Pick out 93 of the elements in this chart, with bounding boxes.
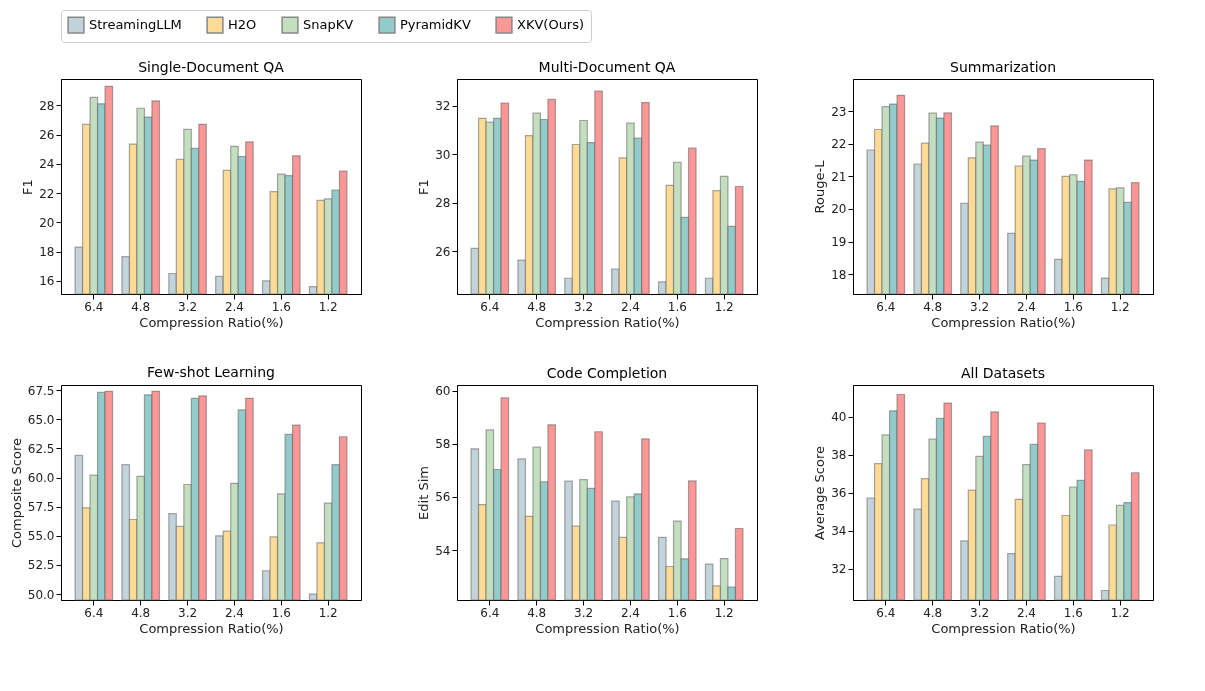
y-tick-label: 23	[831, 104, 847, 119]
y-axis-title: Edit Sim	[416, 466, 432, 520]
x-tick-label: 6.4	[480, 299, 500, 314]
x-tick-label: 1.2	[714, 605, 734, 620]
y-tick-label: 20	[39, 215, 55, 230]
chart-title: All Datasets	[961, 365, 1045, 381]
y-tick-label: 26	[39, 128, 55, 143]
legend-label: XKV(Ours)	[517, 17, 585, 33]
chart-title: Summarization	[949, 59, 1057, 75]
chart-title: Single-Document QA	[138, 59, 285, 75]
x-tick-label: 1.2	[318, 299, 338, 314]
y-tick-label: 16	[39, 274, 55, 289]
legend-label: StreamingLLM	[89, 17, 182, 33]
x-tick-label: 1.6	[667, 605, 687, 620]
y-tick-label: 18	[39, 245, 55, 260]
y-tick-label: 56	[435, 490, 451, 505]
x-tick-label: 4.8	[527, 605, 547, 620]
x-tick-label: 2.4	[620, 605, 640, 620]
y-tick-label: 65.0	[27, 412, 55, 427]
x-axis-title: Compression Ratio(%)	[139, 314, 284, 330]
x-tick-label: 6.4	[876, 605, 896, 620]
x-tick-label: 2.4	[620, 299, 640, 314]
x-tick-label: 3.2	[574, 299, 594, 314]
y-tick-label: 40	[831, 410, 847, 425]
x-tick-label: 1.6	[271, 605, 291, 620]
x-tick-label: 1.2	[1110, 605, 1130, 620]
x-axis-title: Compression Ratio(%)	[931, 314, 1076, 330]
y-axis-title: Rouge-L	[812, 159, 828, 214]
x-tick-label: 4.8	[131, 605, 151, 620]
y-tick-label: 55.0	[27, 529, 55, 544]
y-tick-label: 18	[831, 267, 847, 282]
x-tick-label: 2.4	[224, 605, 244, 620]
chart-title: Code Completion	[546, 364, 668, 381]
legend-label: PyramidKV	[400, 17, 471, 33]
x-axis-title: Compression Ratio(%)	[931, 620, 1076, 636]
x-tick-label: 3.2	[178, 605, 198, 620]
y-tick-label: 21	[831, 169, 847, 184]
x-tick-label: 1.6	[667, 299, 687, 314]
x-axis-title: Compression Ratio(%)	[535, 314, 680, 330]
y-tick-label: 62.5	[27, 441, 55, 456]
legend-label: SnapKV	[303, 17, 354, 33]
y-tick-label: 32	[435, 99, 451, 114]
x-tick-label: 3.2	[178, 299, 198, 314]
x-axis-title: Compression Ratio(%)	[139, 620, 284, 636]
x-tick-label: 6.4	[84, 299, 104, 314]
y-axis-title: F1	[20, 179, 36, 195]
y-tick-label: 58	[435, 437, 451, 452]
y-tick-label: 52.5	[27, 558, 55, 573]
y-tick-label: 60	[435, 384, 451, 399]
y-tick-label: 36	[831, 486, 847, 501]
chart-title: Few-shot Learning	[147, 364, 275, 381]
x-tick-label: 2.4	[1016, 299, 1036, 314]
x-tick-label: 6.4	[480, 605, 500, 620]
y-tick-label: 22	[39, 186, 55, 201]
y-tick-label: 22	[831, 137, 847, 152]
y-tick-label: 28	[39, 98, 55, 113]
y-axis-title: Composite Score	[8, 438, 24, 548]
y-tick-label: 26	[435, 244, 451, 259]
y-tick-label: 19	[831, 235, 847, 250]
y-tick-label: 38	[831, 448, 847, 463]
x-tick-label: 1.6	[1063, 605, 1083, 620]
x-tick-label: 4.8	[131, 299, 151, 314]
chart-title: Multi-Document QA	[538, 59, 676, 75]
x-axis-title: Compression Ratio(%)	[535, 620, 680, 636]
y-tick-label: 28	[435, 196, 451, 211]
y-tick-label: 67.5	[27, 383, 55, 398]
x-tick-label: 2.4	[224, 299, 244, 314]
x-tick-label: 6.4	[876, 299, 896, 314]
x-tick-label: 1.2	[1110, 299, 1130, 314]
y-tick-label: 50.0	[27, 587, 55, 602]
x-tick-label: 3.2	[574, 605, 594, 620]
y-tick-label: 34	[831, 524, 847, 539]
x-tick-label: 1.2	[714, 299, 734, 314]
x-tick-label: 4.8	[527, 299, 547, 314]
y-axis-title: F1	[416, 179, 432, 195]
y-tick-label: 30	[435, 147, 451, 162]
y-axis-title: Average Score	[812, 446, 828, 540]
y-tick-label: 60.0	[27, 471, 55, 486]
x-tick-label: 3.2	[970, 299, 990, 314]
x-tick-label: 2.4	[1016, 605, 1036, 620]
x-tick-label: 1.6	[1063, 299, 1083, 314]
x-tick-label: 1.2	[318, 605, 338, 620]
y-tick-label: 20	[831, 202, 847, 217]
y-tick-label: 54	[435, 543, 451, 558]
legend-label: H2O	[228, 17, 257, 33]
x-tick-label: 6.4	[84, 605, 104, 620]
y-tick-label: 32	[831, 562, 847, 577]
x-tick-label: 4.8	[923, 605, 943, 620]
x-tick-label: 4.8	[923, 299, 943, 314]
x-tick-label: 3.2	[970, 605, 990, 620]
y-tick-label: 57.5	[27, 500, 55, 515]
y-tick-label: 24	[39, 157, 55, 172]
x-tick-label: 1.6	[271, 299, 291, 314]
